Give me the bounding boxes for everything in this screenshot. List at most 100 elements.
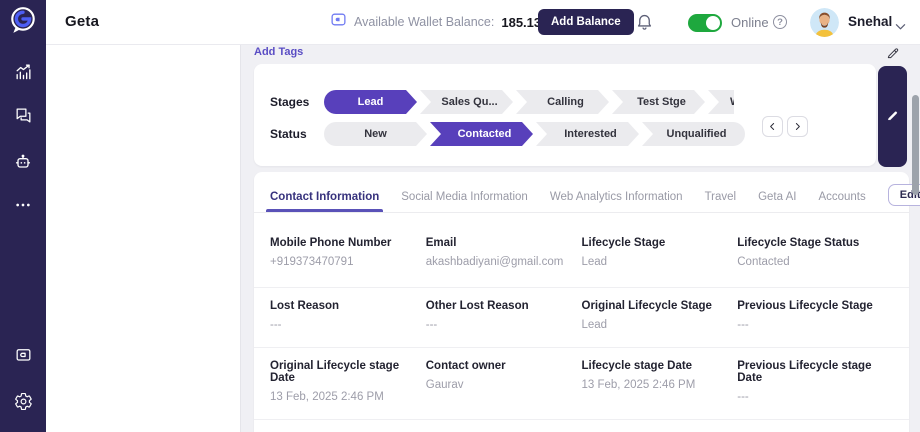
sidebar-item-settings[interactable] [0,392,46,416]
stage-chip-lead[interactable]: Lead [324,90,417,114]
tab-travel[interactable]: Travel [704,191,737,203]
tab-web-analytics-information[interactable]: Web Analytics Information [549,191,683,203]
field-previous-lifecycle-stage-date: Previous Lifecycle stage Date --- [737,360,893,403]
wallet-balance-label: Available Wallet Balance: [354,15,495,29]
field-label: Original Lifecycle stage Date [270,360,400,384]
online-toggle[interactable] [688,14,722,32]
sidebar-item-bot[interactable] [0,152,46,177]
field-value: --- [270,319,282,331]
stages-pagination [762,116,808,137]
field-label: Original Lifecycle Stage [581,300,712,312]
field-other-lost-reason: Other Lost Reason --- [426,300,582,331]
status-chips: New Contacted Interested Unqualified [324,122,754,146]
edit-section-pencil-icon[interactable] [886,46,900,65]
notifications-bell-button[interactable] [635,12,654,36]
field-label: Lifecycle stage Date [581,360,693,372]
field-label: Contact owner [425,360,506,372]
status-chip-interested[interactable]: Interested [536,122,639,146]
analytics-icon [14,62,33,86]
field-mobile-phone-number: Mobile Phone Number +919373470791 [270,237,426,268]
chat-icon [14,106,33,130]
main-content: Add Tags Stages Lead Sales Qu... Calling… [240,45,920,432]
field-value: 13 Feb, 2025 2:46 PM [270,391,384,403]
field-value: akashbadiyani@gmail.com [425,256,564,268]
sidebar-item-wallet[interactable] [0,345,46,369]
bot-icon [13,152,33,177]
field-contact-owner: Contact owner Gaurav [426,360,582,403]
field-value: Contacted [737,256,790,268]
fields-row-2: Lost Reason --- Other Lost Reason --- Or… [254,288,909,348]
vertical-scrollbar[interactable] [912,95,919,195]
field-previous-lifecycle-stage: Previous Lifecycle Stage --- [737,300,893,331]
field-value: 13 Feb, 2025 2:46 PM [581,379,696,391]
settings-icon [14,392,33,416]
stage-chip-test-stge[interactable]: Test Stge [612,90,705,114]
fields-row-4: Whatsapp Subscription SMS Subscription S… [254,420,909,432]
status-chip-new[interactable]: New [324,122,427,146]
tabs-bar: Contact Information Social Media Informa… [254,172,920,213]
user-menu[interactable]: Snehal [848,14,893,29]
field-lifecycle-stage: Lifecycle Stage Lead [582,237,738,268]
field-value: --- [425,319,438,331]
field-lifecycle-stage-status: Lifecycle Stage Status Contacted [737,237,893,268]
stages-status-card: Stages Lead Sales Qu... Calling Test Stg… [254,64,876,166]
toggle-knob [706,16,720,30]
field-original-lifecycle-stage: Original Lifecycle Stage Lead [582,300,738,331]
stage-next-button[interactable] [787,116,808,137]
app-logo[interactable] [0,0,46,45]
contact-info-card: Contact Information Social Media Informa… [254,172,920,432]
field-label: Lost Reason [270,300,340,312]
field-value: Lead [581,256,608,268]
online-status-label: Online [731,15,769,30]
wallet-balance-amount: 185.13 [501,14,542,30]
tab-geta-ai[interactable]: Geta AI [758,191,797,203]
field-label: Previous Lifecycle Stage [737,300,873,312]
stages-chips: Lead Sales Qu... Calling Test Stge Wo [324,90,734,114]
wallet-balance-icon [330,11,347,33]
field-value: Gaurav [425,379,464,391]
stage-chip-sales-qualified[interactable]: Sales Qu... [420,90,513,114]
wallet-balance: Available Wallet Balance: 185.13 [330,11,541,33]
status-chip-contacted[interactable]: Contacted [430,122,533,146]
stage-chip-won[interactable]: Wo [708,90,734,114]
status-label: Status [270,127,307,141]
stage-prev-button[interactable] [762,116,783,137]
sidebar-item-analytics[interactable] [0,62,46,86]
sidebar-item-more[interactable] [0,197,46,215]
edit-contact-info-button[interactable]: Edit [887,184,920,206]
field-email: Email akashbadiyani@gmail.com [426,237,582,268]
field-label: Email [425,237,457,249]
add-balance-button[interactable]: Add Balance [538,9,634,35]
tab-accounts[interactable]: Accounts [818,191,866,203]
field-label: Other Lost Reason [425,300,529,312]
page-title: Geta [65,13,100,30]
field-label: Lifecycle Stage Status [737,237,860,249]
chevron-down-icon[interactable] [895,18,906,36]
fields-row-1: Mobile Phone Number +919373470791 Email … [254,213,909,288]
tab-contact-information[interactable]: Contact Information [265,172,384,212]
sidebar-item-chat[interactable] [0,106,46,130]
field-lost-reason: Lost Reason --- [270,300,426,331]
status-row: Status New Contacted Interested Unqualif… [270,122,860,146]
field-value: --- [737,391,749,403]
tab-social-media-information[interactable]: Social Media Information [401,191,528,203]
field-label: Mobile Phone Number [270,237,392,249]
field-value: --- [737,319,749,331]
wallet-icon [14,345,33,369]
edit-stages-button[interactable] [878,66,907,167]
fields-row-3: Original Lifecycle stage Date 13 Feb, 20… [254,348,909,420]
status-chip-unqualified[interactable]: Unqualified [642,122,745,146]
field-label: Lifecycle Stage [581,237,666,249]
add-tags-link[interactable]: Add Tags [254,46,304,58]
field-label: Previous Lifecycle stage Date [737,360,872,384]
stages-label: Stages [270,95,310,109]
field-original-lifecycle-stage-date: Original Lifecycle stage Date 13 Feb, 20… [270,360,426,403]
sidebar [0,0,46,432]
stage-chip-calling[interactable]: Calling [516,90,609,114]
field-value: +919373470791 [270,256,354,268]
more-dots-icon [15,197,31,215]
avatar[interactable] [810,8,839,37]
help-icon[interactable]: ? [773,15,787,29]
pencil-icon [886,109,899,125]
stages-row: Stages Lead Sales Qu... Calling Test Stg… [270,90,860,137]
